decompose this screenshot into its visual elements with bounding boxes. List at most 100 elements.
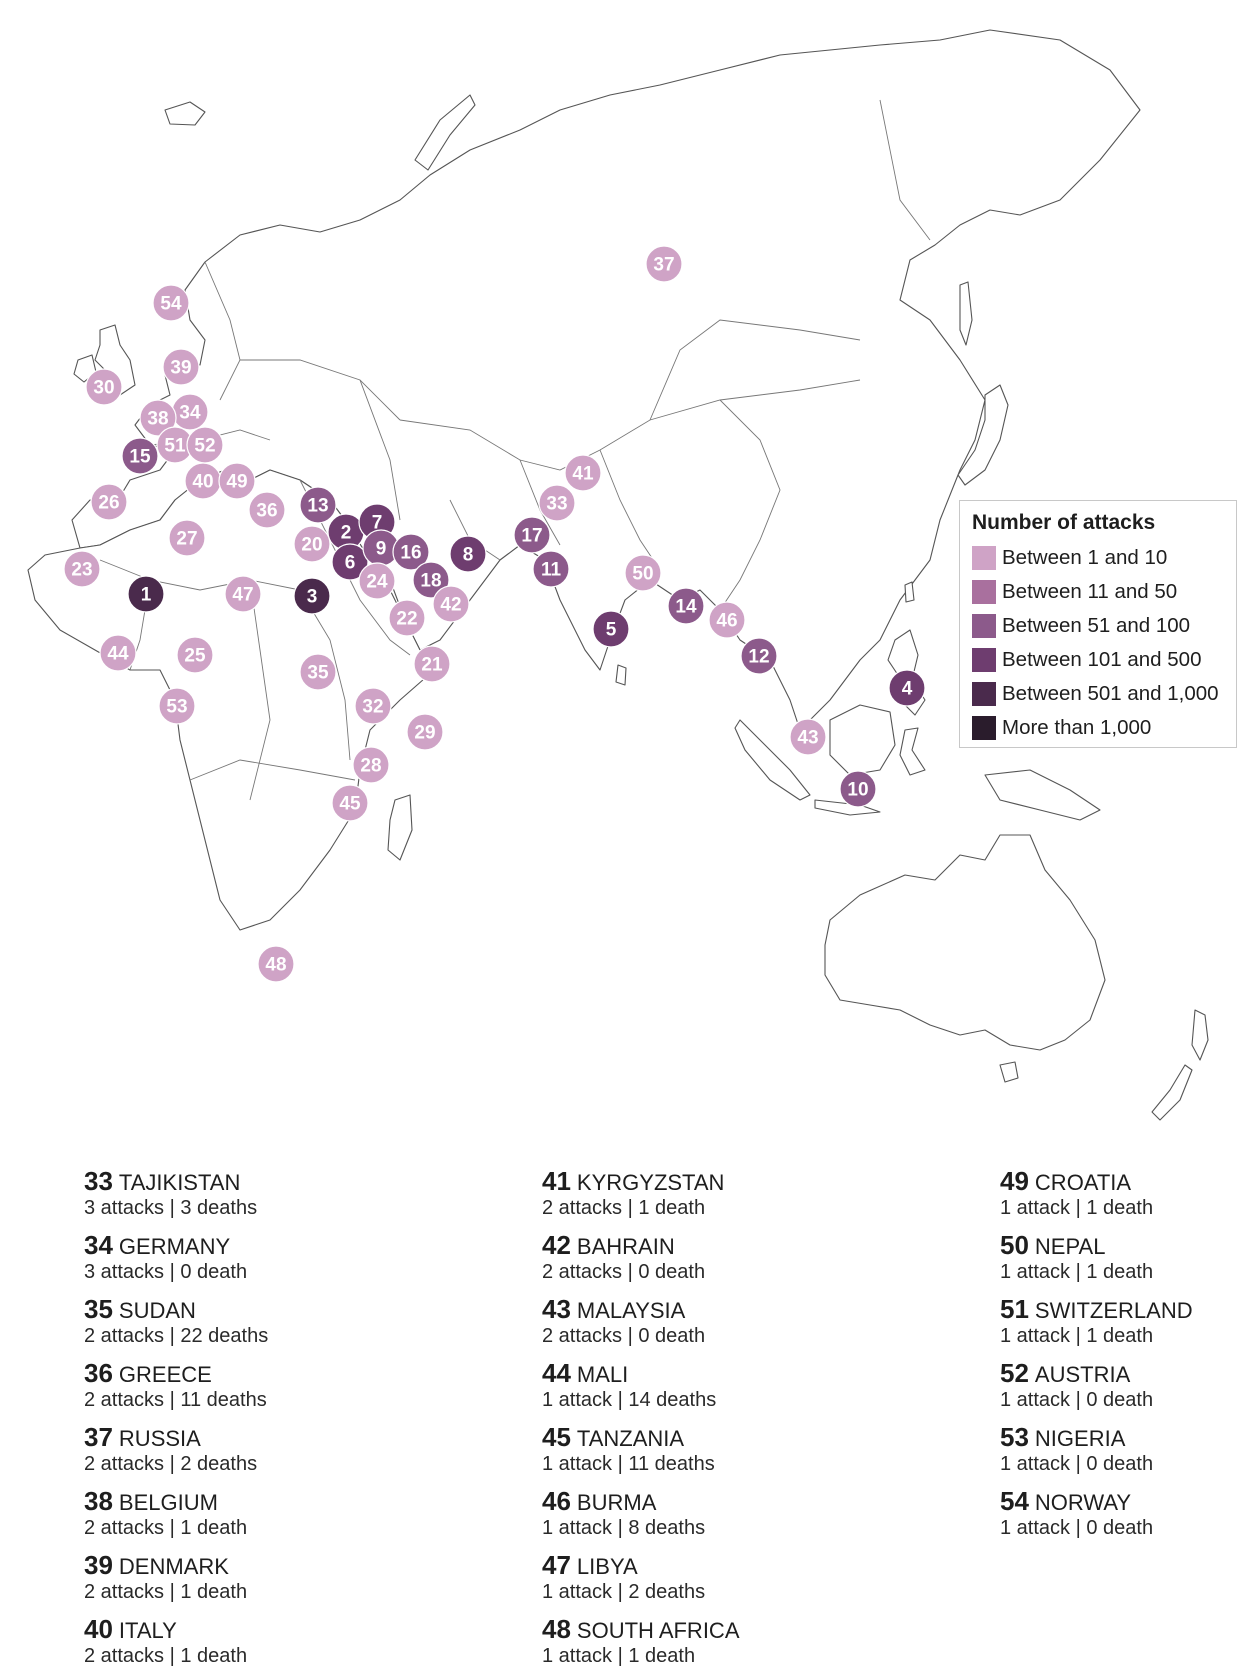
country-heading: 51 SWITZERLAND <box>1000 1296 1260 1324</box>
country-number: 40 <box>84 1614 113 1644</box>
marker-label: 30 <box>93 378 114 399</box>
marker-label: 47 <box>232 585 253 606</box>
country-number: 46 <box>542 1486 571 1516</box>
country-heading: 33 TAJIKISTAN <box>84 1168 464 1196</box>
map-marker-38: 38 <box>139 399 177 437</box>
marker-circle <box>624 554 662 592</box>
marker-circle <box>127 575 165 613</box>
marker-circle <box>513 516 551 554</box>
country-number: 44 <box>542 1358 571 1388</box>
country-list-column-3: 49 CROATIA 1 attack | 1 death 50 NEPAL 1 atta… <box>1000 1168 1260 1552</box>
country-number: 39 <box>84 1550 113 1580</box>
country-heading: 54 NORWAY <box>1000 1488 1260 1516</box>
map-marker-29: 29 <box>406 713 444 751</box>
country-name: NEPAL <box>1034 1234 1106 1259</box>
map-marker-22: 22 <box>388 599 426 637</box>
country-entry: 35 SUDAN 2 attacks | 22 deaths <box>84 1296 464 1360</box>
country-heading: 40 ITALY <box>84 1616 464 1644</box>
map-marker-44: 44 <box>99 634 137 672</box>
legend-swatch <box>972 716 996 740</box>
marker-label: 29 <box>414 723 435 744</box>
legend-swatch <box>972 546 996 570</box>
country-stats: 3 attacks | 3 deaths <box>84 1197 258 1219</box>
map-marker-41: 41 <box>564 454 602 492</box>
map-marker-6: 6 <box>331 543 369 581</box>
map-marker-4: 4 <box>888 669 926 707</box>
marker-label: 54 <box>160 294 182 315</box>
map-marker-28: 28 <box>352 746 390 784</box>
marker-label: 35 <box>307 663 329 684</box>
country-number: 35 <box>84 1294 113 1324</box>
country-number: 36 <box>84 1358 113 1388</box>
country-stats: 2 attacks | 0 death <box>542 1325 706 1347</box>
country-heading: 46 BURMA <box>542 1488 922 1516</box>
country-entry: 46 BURMA 1 attack | 8 deaths <box>542 1488 922 1552</box>
marker-circle <box>99 634 137 672</box>
landmass-taiwan <box>904 581 915 603</box>
marker-label: 23 <box>71 560 92 581</box>
country-entry: 52 AUSTRIA 1 attack | 0 death <box>1000 1360 1260 1424</box>
marker-circle <box>352 746 390 784</box>
marker-circle <box>248 491 286 529</box>
landmass-madagascar <box>387 794 413 861</box>
country-heading: 44 MALI <box>542 1360 922 1388</box>
map-marker-47: 47 <box>224 575 262 613</box>
country-heading: 43 MALAYSIA <box>542 1296 922 1324</box>
country-entry: 38 BELGIUM 2 attacks | 1 death <box>84 1488 464 1552</box>
map-marker-53: 53 <box>158 687 196 725</box>
country-entry: 33 TAJIKISTAN 3 attacks | 3 deaths <box>84 1168 464 1232</box>
country-entry: 48 SOUTH AFRICA 1 attack | 1 death <box>542 1616 922 1680</box>
country-entry: 40 ITALY 2 attacks | 1 death <box>84 1616 464 1680</box>
legend-swatch <box>972 682 996 706</box>
map-marker-42: 42 <box>432 585 470 623</box>
marker-circle <box>354 687 392 725</box>
map-marker-45: 45 <box>331 784 369 822</box>
marker-label: 4 <box>902 679 913 700</box>
landmass-iceland <box>164 101 206 126</box>
map-marker-33: 33 <box>538 484 576 522</box>
marker-label: 11 <box>541 560 562 581</box>
country-stats: 2 attacks | 1 death <box>84 1581 248 1603</box>
marker-label: 43 <box>797 728 818 749</box>
marker-circle <box>564 454 602 492</box>
marker-circle <box>299 653 337 691</box>
country-name: KYRGYZSTAN <box>576 1170 725 1195</box>
marker-label: 22 <box>396 609 417 630</box>
country-number: 52 <box>1000 1358 1029 1388</box>
marker-circle <box>162 348 200 386</box>
marker-label: 39 <box>170 358 191 379</box>
country-stats: 2 attacks | 1 death <box>84 1645 248 1667</box>
marker-circle <box>90 483 128 521</box>
country-name: MALAYSIA <box>576 1298 686 1323</box>
country-stats: 1 attack | 1 death <box>542 1645 696 1667</box>
country-number: 48 <box>542 1614 571 1644</box>
marker-circle <box>293 577 331 615</box>
map-marker-37: 37 <box>645 245 683 283</box>
country-name: LIBYA <box>576 1554 638 1579</box>
marker-circle <box>708 601 746 639</box>
marker-label: 28 <box>360 756 381 777</box>
country-entry: 45 TANZANIA 1 attack | 11 deaths <box>542 1424 922 1488</box>
landmass-new-guinea <box>984 769 1101 821</box>
map-marker-49: 49 <box>218 462 256 500</box>
country-entry: 36 GREECE 2 attacks | 11 deaths <box>84 1360 464 1424</box>
country-heading: 48 SOUTH AFRICA <box>542 1616 922 1644</box>
marker-label: 45 <box>339 794 361 815</box>
marker-circle <box>85 368 123 406</box>
marker-circle <box>449 535 487 573</box>
marker-label: 33 <box>546 494 567 515</box>
country-entry: 34 GERMANY 3 attacks | 0 death <box>84 1232 464 1296</box>
country-stats: 2 attacks | 22 deaths <box>84 1325 269 1347</box>
marker-circle <box>176 636 214 674</box>
map-marker-40: 40 <box>184 462 222 500</box>
marker-label: 40 <box>192 472 213 493</box>
landmass-sri-lanka <box>615 664 627 686</box>
legend-item-c1: Between 1 and 10 <box>972 541 1224 575</box>
landmass-sakhalin <box>959 281 973 346</box>
marker-label: 12 <box>748 647 769 668</box>
marker-label: 6 <box>345 553 356 574</box>
marker-label: 10 <box>847 780 868 801</box>
country-heading: 45 TANZANIA <box>542 1424 922 1452</box>
legend-number-of-attacks: Number of attacks Between 1 and 10 Betwe… <box>959 500 1237 748</box>
landmass-sumatra <box>734 719 811 801</box>
